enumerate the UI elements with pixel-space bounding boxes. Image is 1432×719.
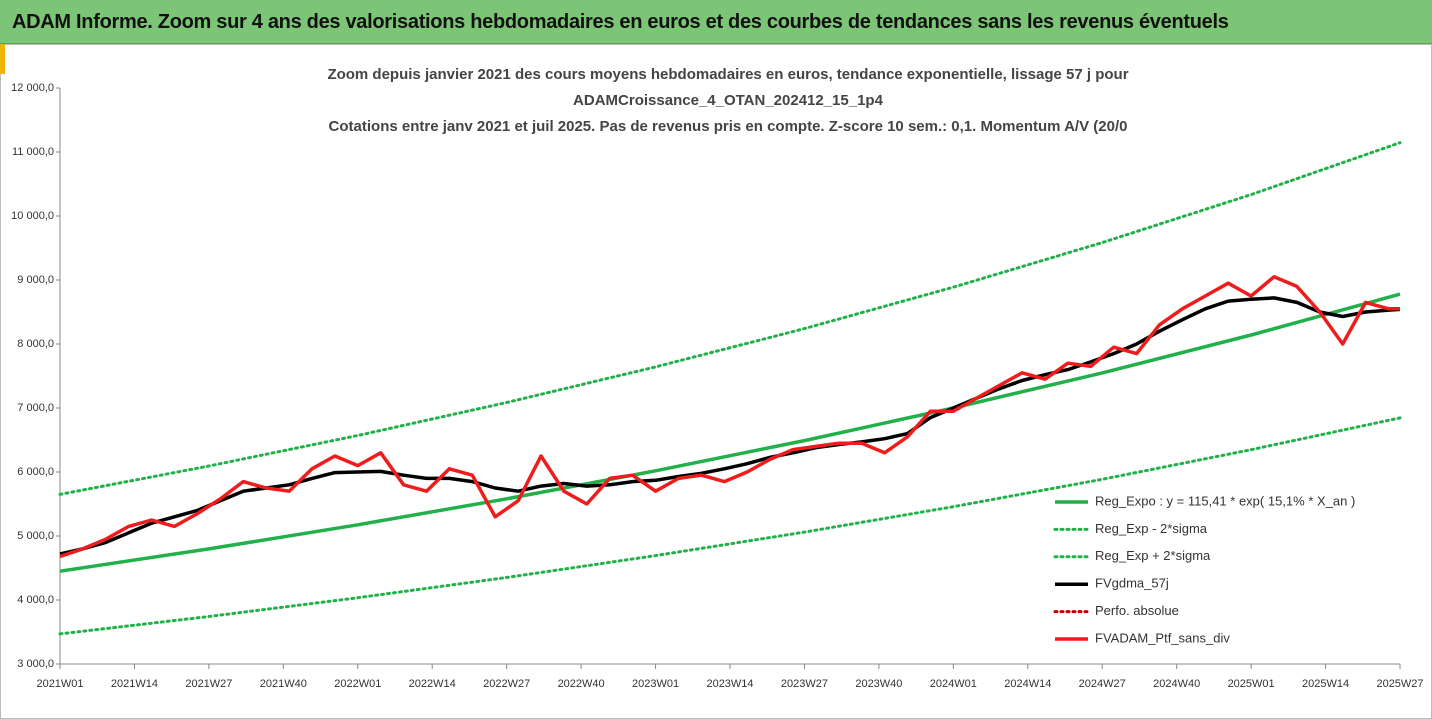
series-line <box>58 141 1402 496</box>
x-tick-label: 2024W40 <box>1153 678 1200 690</box>
series-line <box>59 275 1400 559</box>
subtitle: Zoom depuis janvier 2021 des cours moyen… <box>327 66 1128 83</box>
y-tick-label: 8 000,0 <box>17 338 54 350</box>
y-tick-label: 12 000,0 <box>11 82 54 94</box>
x-tick-label: 2023W01 <box>632 678 679 690</box>
x-tick-label: 2021W14 <box>111 678 158 690</box>
x-tick-label: 2025W01 <box>1228 678 1275 690</box>
x-tick-label: 2024W27 <box>1079 678 1126 690</box>
subtitle: ADAMCroissance_4_OTAN_202412_15_1p4 <box>573 92 884 109</box>
y-tick-label: 9 000,0 <box>17 274 54 286</box>
chart: Zoom depuis janvier 2021 des cours moyen… <box>0 44 1432 719</box>
x-tick-label: 2025W27 <box>1376 678 1423 690</box>
y-tick-label: 3 000,0 <box>17 658 54 670</box>
x-tick-label: 2021W01 <box>36 678 83 690</box>
y-tick-label: 11 000,0 <box>12 146 54 158</box>
y-tick-label: 5 000,0 <box>17 530 54 542</box>
x-tick-label: 2021W27 <box>185 678 232 690</box>
chart-frame <box>0 44 1432 719</box>
x-tick-label: 2023W27 <box>781 678 828 690</box>
legend-label: Reg_Exp - 2*sigma <box>1095 521 1208 536</box>
legend-label: Perfo. absolue <box>1095 603 1179 618</box>
x-tick-label: 2023W14 <box>706 678 753 690</box>
page-title: ADAM Informe. Zoom sur 4 ans des valoris… <box>12 11 1229 33</box>
y-tick-label: 4 000,0 <box>17 594 54 606</box>
legend-label: FVgdma_57j <box>1095 576 1169 591</box>
x-tick-label: 2022W14 <box>409 678 456 690</box>
series-line <box>59 296 1401 556</box>
subtitle: Cotations entre janv 2021 et juil 2025. … <box>329 118 1128 135</box>
header-bar: ADAM Informe. Zoom sur 4 ans des valoris… <box>0 0 1432 44</box>
legend-label: FVADAM_Ptf_sans_div <box>1095 630 1230 645</box>
legend-label: Reg_Expo : y = 115,41 * exp( 15,1% * X_a… <box>1095 493 1355 508</box>
y-tick-label: 7 000,0 <box>17 402 54 414</box>
x-tick-label: 2022W27 <box>483 678 530 690</box>
x-tick-label: 2021W40 <box>260 678 307 690</box>
x-tick-label: 2023W40 <box>855 678 902 690</box>
x-tick-label: 2024W14 <box>1004 678 1051 690</box>
x-tick-label: 2025W14 <box>1302 678 1349 690</box>
legend-label: Reg_Exp + 2*sigma <box>1095 548 1211 563</box>
y-tick-label: 6 000,0 <box>17 466 54 478</box>
x-tick-label: 2022W01 <box>334 678 381 690</box>
series-line <box>59 292 1401 573</box>
accent <box>0 44 5 74</box>
series-line <box>58 416 1402 636</box>
x-tick-label: 2022W40 <box>558 678 605 690</box>
x-tick-label: 2024W01 <box>930 678 977 690</box>
y-tick-label: 10 000,0 <box>11 210 54 222</box>
